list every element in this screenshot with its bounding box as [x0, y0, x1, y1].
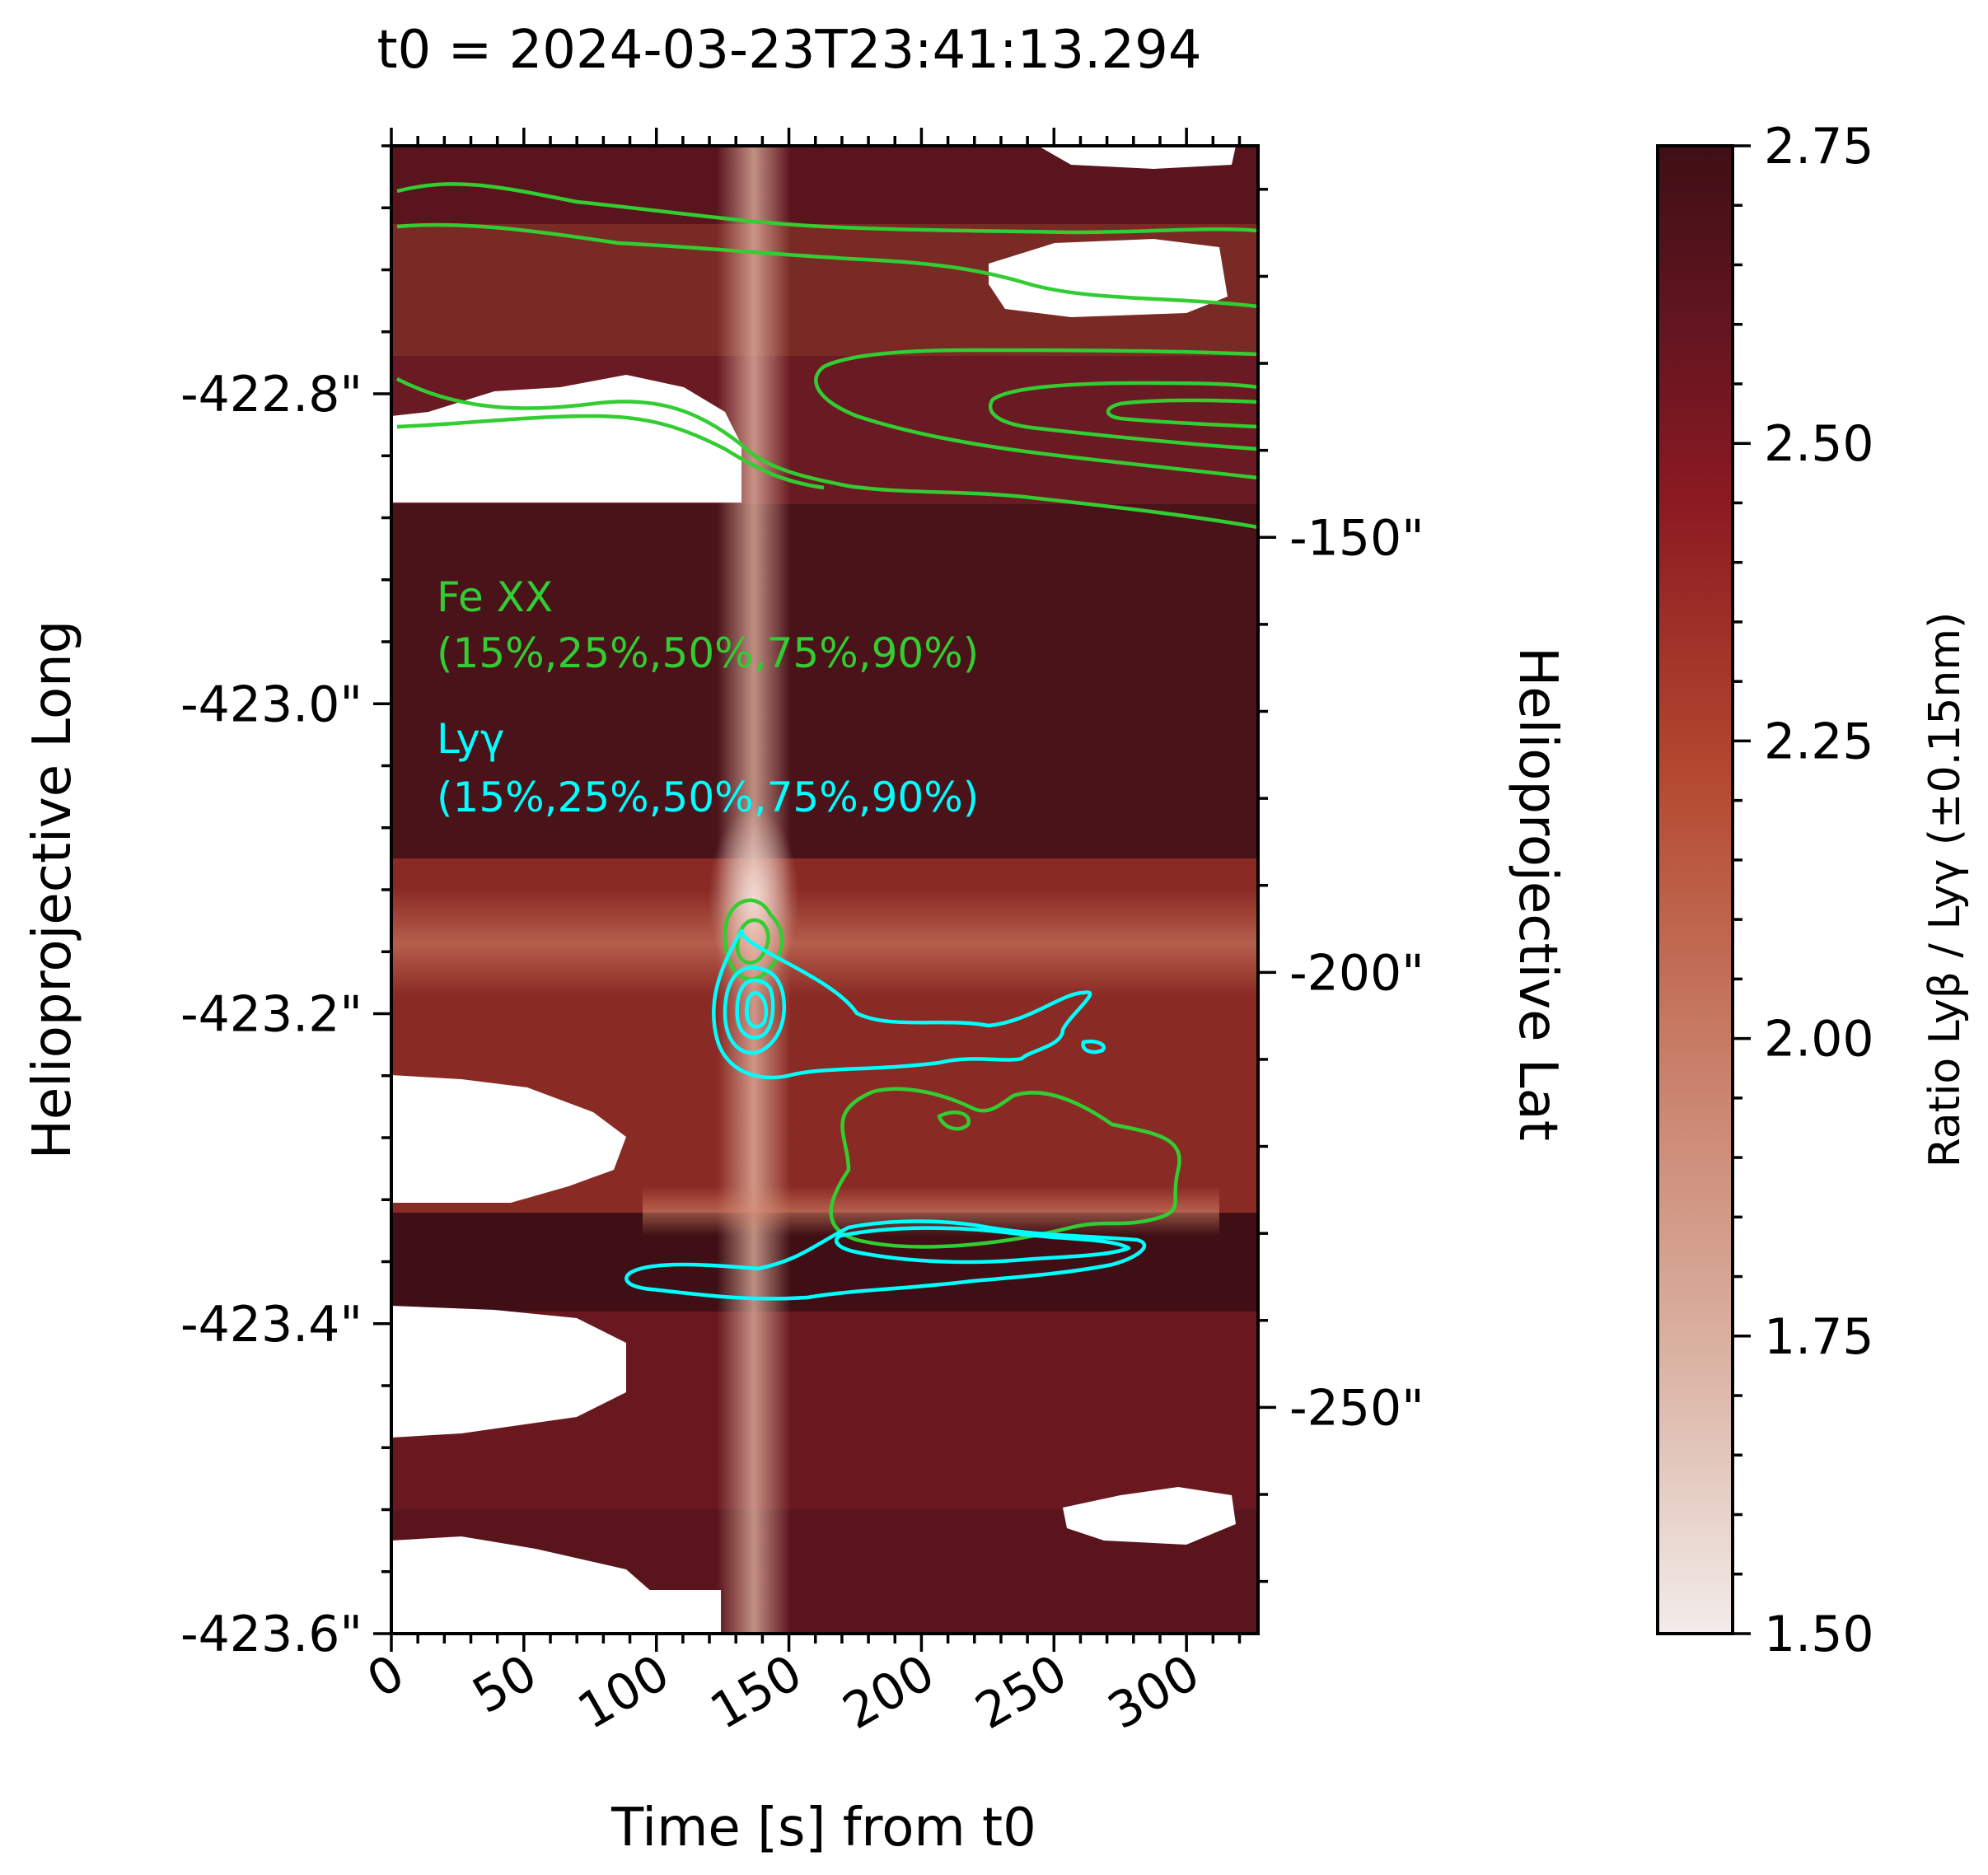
- y-left-tick-label: -423.0": [180, 676, 363, 733]
- lyg-contour: [735, 978, 775, 1040]
- x-tick-label: 50: [463, 1644, 546, 1725]
- heatmap-band: [391, 504, 1258, 858]
- colorbar-tick-label: 2.25: [1764, 713, 1874, 770]
- fexx-contour: [988, 381, 1258, 451]
- fexx-contour: [735, 918, 770, 965]
- colorbar-tick-label: 2.00: [1764, 1011, 1874, 1068]
- masked-region: [391, 1590, 721, 1634]
- colorbar-tick-label: 1.50: [1764, 1606, 1874, 1663]
- colorbar-bar: [1656, 144, 1734, 1635]
- lyg-contour: [723, 966, 786, 1055]
- colorbar-label: Ratio Lyβ / Lyγ (±0.15nm): [1920, 612, 1970, 1168]
- y-left-tick-label: -423.6": [180, 1606, 363, 1663]
- fexx-contour: [395, 376, 1258, 530]
- y-right-axis: -150" -200" -250": [1258, 188, 1424, 1583]
- y-right-axis-label: Helioprojective Lat: [1507, 647, 1568, 1141]
- x-tick-label: 150: [701, 1644, 812, 1741]
- fexx-contour: [396, 182, 1258, 235]
- masked-region: [391, 375, 741, 503]
- colorbar: 1.50 1.75 2.00 2.25 2.50 2.75 Ratio Lyβ / Lyγ…: [1656, 118, 1970, 1663]
- x-tick-label: 300: [1098, 1644, 1209, 1741]
- x-tick-label: 200: [834, 1644, 944, 1741]
- x-tick-label: 250: [966, 1644, 1077, 1741]
- lyg-contour: [712, 928, 1092, 1080]
- masked-region: [1038, 146, 1236, 169]
- fexx-contour: [1106, 398, 1258, 429]
- legend-fexx-name: Fe XX: [437, 573, 553, 621]
- y-right-tick-label: -150": [1289, 509, 1424, 567]
- lyg-contour: [624, 1219, 1147, 1301]
- x-tick-label: 100: [568, 1644, 679, 1741]
- y-right-tick-label: -250": [1289, 1379, 1424, 1437]
- fexx-contour: [396, 414, 825, 490]
- colorbar-tick-label: 2.50: [1764, 415, 1874, 473]
- legend-fexx-levels: (15%,25%,50%,75%,90%): [437, 629, 979, 677]
- y-left-axis-label: Helioprojective Long: [22, 620, 83, 1160]
- lyg-contour: [835, 1226, 1131, 1265]
- legend-lyg-levels: (15%,25%,50%,75%,90%): [437, 774, 979, 821]
- colorbar-tick-label: 1.75: [1764, 1308, 1874, 1366]
- masked-region: [989, 239, 1228, 317]
- bright-kernel: [709, 807, 799, 989]
- colorbar-tick-label: 2.75: [1764, 118, 1874, 175]
- legend-lyg-name: Lyγ: [437, 715, 504, 763]
- masked-region: [391, 1075, 626, 1203]
- x-axis-label: Time [s] from t0: [610, 1798, 1036, 1859]
- fexx-contour: [829, 1087, 1181, 1249]
- lyg-contour: [745, 990, 769, 1029]
- x-tick-label: 0: [358, 1644, 414, 1709]
- masked-region: [1063, 1487, 1236, 1545]
- lyg-contour: [1081, 1040, 1106, 1054]
- fexx-contour: [937, 1111, 971, 1131]
- y-left-tick-label: -423.2": [180, 986, 363, 1044]
- bright-row: [391, 890, 1258, 997]
- y-left-axis: -422.8" -423.0" -423.2" -423.4" -423.6": [180, 144, 391, 1663]
- y-right-tick-label: -200": [1289, 944, 1424, 1002]
- y-left-tick-label: -423.4": [180, 1296, 363, 1354]
- masked-region: [391, 1306, 626, 1438]
- fexx-contour: [396, 222, 1258, 309]
- contours: [395, 182, 1258, 1301]
- fexx-contour: [814, 348, 1258, 480]
- heatmap-area: [391, 146, 1258, 1634]
- y-left-tick-label: -422.8": [180, 366, 363, 423]
- chart-title: t0 = 2024-03-23T23:41:13.294: [377, 20, 1201, 81]
- colorbar-ticks: 1.50 1.75 2.00 2.25 2.50 2.75: [1733, 118, 1874, 1663]
- legend: Fe XX (15%,25%,50%,75%,90%) Lyγ (15%,25%…: [437, 573, 979, 821]
